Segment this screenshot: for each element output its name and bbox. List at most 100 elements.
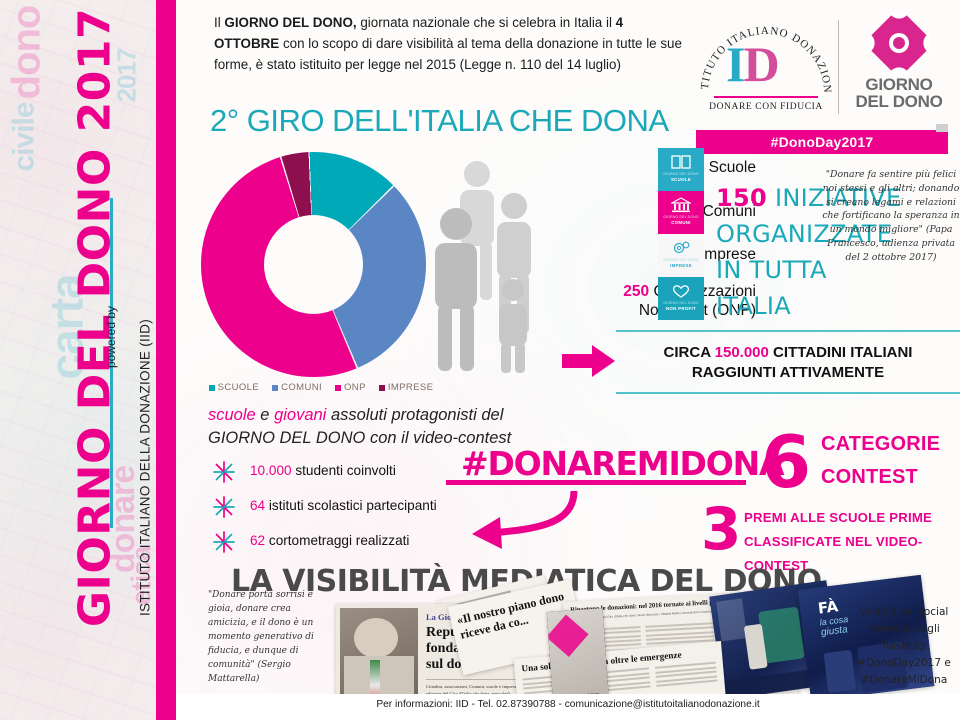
people-pictogram-icon [435, 161, 531, 373]
banner-divider-rule [110, 198, 113, 528]
watermark-pattern [0, 0, 156, 720]
clipping-event-photo: GIORNO DEL DONO [546, 608, 610, 708]
iid-monogram: ID [726, 36, 780, 92]
list-item-text: 64 istituti scolastici partecipanti [250, 498, 437, 513]
institute-label: ISTITUTO ITALIANO DELLA DONAZIONE (IID) [137, 319, 153, 616]
tile-non-profit: GIORNO DEL DONO NON PROFIT [658, 277, 704, 320]
quote-papa-francesco: "Donare fa sentire più felici noi stessi… [822, 169, 960, 263]
iid-logo: ISTITUTO ITALIANO DONAZIONE ID DONARE CO… [696, 12, 836, 124]
legend-label: SCUOLE [217, 382, 260, 393]
schools-hl1: scuole [208, 406, 256, 424]
arrow-curved-left-icon [472, 490, 578, 549]
list-item: 10.000 studenti coinvolti [212, 458, 542, 493]
gdd-line1: GIORNO [865, 75, 933, 94]
schools-line2: GIORNO DEL DONO con il video-contest [208, 429, 512, 447]
categories-line2: CONTEST [821, 466, 918, 488]
gears-icon [673, 241, 690, 254]
ribbon-fold [936, 124, 948, 132]
list-item-text: 62 cortometraggi realizzati [250, 533, 409, 548]
reach-line2: RAGGIUNTI ATTIVAMENTE [691, 364, 885, 381]
intro-bold-giorno: GIORNO DEL DONO, [224, 15, 357, 30]
reach-block: CIRCA 150.000 CITTADINI ITALIANI RAGGIUN… [616, 330, 960, 394]
reach-rule-bottom [616, 392, 960, 394]
initiatives-word: INIZIATIVE [774, 184, 902, 212]
iid-arc-text-icon: ISTITUTO ITALIANO DONAZIONE [696, 12, 832, 94]
hashtag-donaremidona-text: #DONAREMIDONA [461, 444, 785, 483]
list-item: 64 istituti scolastici partecipanti [212, 493, 542, 528]
intro-paragraph: Il GIORNO DEL DONO, giornata nazionale c… [214, 12, 692, 75]
asterisk-icon [213, 461, 235, 483]
reach-number: 150.000 [714, 344, 769, 361]
bullet-list: 10.000 studenti coinvolti 64 istituti sc… [212, 458, 542, 563]
hashtag-donaremidona: #DONAREMIDONA [446, 444, 785, 485]
reach-text: CIRCA 150.000 CITTADINI ITALIANI RAGGIUN… [616, 332, 960, 392]
tile-kicker: GIORNO DEL DONO [663, 301, 699, 305]
legend-swatch [378, 384, 385, 391]
tile-imprese: GIORNO DEL DONO IMPRESE [658, 234, 704, 277]
legend-swatch [335, 384, 342, 391]
category-tiles: GIORNO DEL DONO SCUOLE GIORNO DEL DONO C… [658, 148, 704, 320]
left-banner: dono carta civile donare 2017 etica GIOR… [0, 0, 156, 720]
tile-kicker: GIORNO DEL DONO [663, 172, 699, 176]
schools-rest: assoluti protagonisti del [326, 406, 504, 424]
asterisk-icon [213, 531, 235, 553]
prizes-number: 3 [701, 495, 742, 563]
list-item: 62 cortometraggi realizzati [212, 528, 542, 563]
gdd-wordmark: GIORNO DEL DONO [846, 76, 952, 110]
prizes-line1: PREMI ALLE SCUOLE PRIME [744, 510, 933, 525]
book-icon [671, 155, 691, 169]
logo-group: ISTITUTO ITALIANO DONAZIONE ID DONARE CO… [692, 6, 952, 154]
legend-item: SCUOLE [208, 382, 260, 393]
tile-label: NON PROFIT [665, 306, 697, 311]
asterisk-icon [213, 496, 235, 518]
logo-divider [838, 20, 839, 114]
stat-scuole-label: Scuole [704, 159, 756, 176]
iid-tagline: DONARE CON FIDUCIA [709, 102, 823, 112]
heart-icon [672, 285, 690, 298]
prizes-line2: CLASSIFICATE NEL VIDEO-CONTEST [744, 534, 923, 573]
iid-rule [714, 96, 818, 98]
intro-part1: Il [214, 15, 225, 30]
footer-contact: Per informazioni: IID - Tel. 02.87390788… [376, 699, 760, 710]
initiatives-line3: IN TUTTA ITALIA [716, 256, 827, 320]
schools-hl2: giovani [274, 406, 327, 424]
tile-comuni: GIORNO DEL DONO COMUNI [658, 191, 704, 234]
intro-part3: con lo scopo di dare visibilità al tema … [214, 36, 682, 72]
flower-diamond-icon [868, 12, 930, 74]
footer-background [176, 694, 960, 720]
reach-post: CITTADINI ITALIANI [768, 344, 913, 361]
bullet-number: 62 [250, 533, 266, 548]
legend-label: COMUNI [281, 382, 323, 393]
tile-kicker: GIORNO DEL DONO [663, 215, 699, 219]
initiatives-line2: ORGANIZZATE [716, 220, 893, 248]
viral-note: Viralità sui social network degli hashta… [857, 606, 951, 686]
reach-rule-top [616, 330, 960, 332]
categories-line1: CATEGORIE [821, 433, 941, 455]
list-item-text: 10.000 studenti coinvolti [250, 463, 396, 478]
quote-sergio-mattarella: "Donare porta sorrisi e gioia, donare cr… [208, 590, 314, 684]
pink-vertical-bar [156, 0, 176, 720]
stat-comuni-label: Comuni [698, 203, 756, 220]
bullet-label: cortometraggi realizzati [265, 533, 410, 548]
page-title: 2° GIRO DELL'ITALIA CHE DONA [210, 103, 669, 138]
tile-scuole: GIORNO DEL DONO SCUOLE [658, 148, 704, 191]
legend-label: IMPRESE [387, 382, 434, 393]
main-content: Il GIORNO DEL DONO, giornata nazionale c… [176, 0, 960, 720]
initiatives-block: 150 INIZIATIVE ORGANIZZATE IN TUTTA ITAL… [716, 180, 906, 324]
legend-item: ONP [335, 382, 366, 393]
powered-by-label: powered by [104, 305, 118, 369]
intro-part2: giornata nazionale che si celebra in Ita… [356, 15, 616, 30]
iid-letter-i: I [726, 36, 746, 92]
categories-label: CATEGORIE CONTEST [821, 428, 960, 494]
tile-label: COMUNI [671, 220, 691, 225]
donut-chart [201, 152, 426, 377]
arrow-right-icon [562, 345, 615, 377]
legend-item: IMPRESE [378, 382, 434, 393]
schools-mid: e [255, 406, 275, 424]
hashtag-underline [446, 480, 746, 485]
banner-subtitle-group: powered by ISTITUTO ITALIANO DELLA DONAZ… [95, 0, 155, 720]
prizes-label: PREMI ALLE SCUOLE PRIME CLASSIFICATE NEL… [744, 506, 960, 578]
bullet-label: istituti scolastici partecipanti [265, 498, 437, 513]
watermark-word: dono [4, 5, 49, 100]
